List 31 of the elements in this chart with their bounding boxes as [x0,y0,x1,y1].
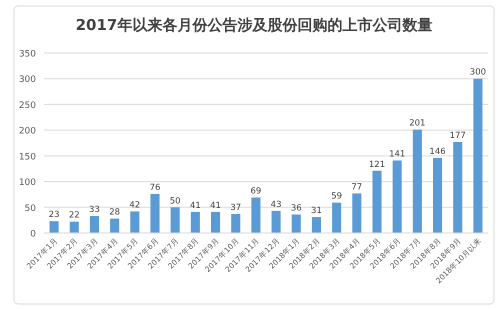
data-label: 300 [470,68,486,78]
data-label: 33 [89,205,100,216]
data-label: 69 [250,186,262,197]
data-label: 77 [351,182,362,192]
data-label: 23 [48,210,60,220]
data-label: 37 [230,202,242,213]
title: 2017年以来各月份公告涉及股份回购的上市公司数量 [76,16,432,34]
y-tick-label: 250 [18,100,36,111]
y-tick-label: 150 [18,152,36,162]
data-label: 41 [190,200,201,211]
data-label: 146 [429,146,446,157]
data-label: 31 [311,206,322,216]
y-tick-label: 200 [18,126,36,137]
data-label: 28 [109,208,120,218]
data-label: 43 [270,200,282,210]
data-label: 141 [389,149,406,160]
data-label: 22 [68,210,80,221]
y-tick-label: 0 [30,230,36,240]
data-label: 177 [450,130,466,141]
data-label: 42 [129,200,140,210]
data-label: 121 [368,160,386,170]
y-tick-label: 350 [18,50,36,60]
data-label: 59 [331,192,342,202]
data-label: 50 [170,196,181,206]
data-label: 201 [409,118,426,129]
y-tick-label: 100 [18,178,36,188]
data-label: 41 [210,200,221,211]
data-label: 36 [290,203,302,214]
data-label: 76 [150,182,160,193]
y-tick-label: 50 [24,204,36,214]
y-tick-label: 300 [18,75,36,86]
